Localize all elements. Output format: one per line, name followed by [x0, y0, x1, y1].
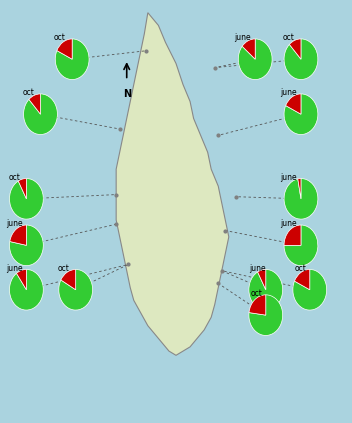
- Text: oct: oct: [8, 173, 20, 182]
- Wedge shape: [10, 269, 43, 310]
- Wedge shape: [242, 39, 255, 59]
- Wedge shape: [284, 94, 318, 135]
- Wedge shape: [298, 179, 301, 199]
- Wedge shape: [249, 295, 283, 335]
- Wedge shape: [286, 94, 301, 114]
- Polygon shape: [116, 13, 229, 355]
- Wedge shape: [10, 225, 43, 266]
- Wedge shape: [293, 269, 327, 310]
- Wedge shape: [284, 225, 318, 266]
- Text: june: june: [280, 220, 297, 228]
- Wedge shape: [55, 39, 89, 80]
- Wedge shape: [24, 94, 57, 135]
- Wedge shape: [18, 179, 26, 199]
- Text: oct: oct: [22, 88, 34, 97]
- Wedge shape: [10, 225, 26, 245]
- Wedge shape: [284, 39, 318, 80]
- Text: june: june: [6, 264, 23, 273]
- Text: june: june: [234, 33, 251, 42]
- Text: oct: oct: [54, 33, 66, 42]
- Text: oct: oct: [57, 264, 69, 273]
- Wedge shape: [29, 94, 40, 114]
- Wedge shape: [284, 225, 301, 245]
- Wedge shape: [284, 179, 318, 219]
- Wedge shape: [17, 269, 26, 290]
- Wedge shape: [249, 295, 266, 315]
- Wedge shape: [59, 269, 93, 310]
- Wedge shape: [57, 39, 72, 59]
- Wedge shape: [61, 269, 76, 290]
- Wedge shape: [258, 269, 266, 290]
- Text: oct: oct: [295, 264, 307, 273]
- Wedge shape: [249, 269, 283, 310]
- Text: oct: oct: [251, 289, 263, 298]
- Text: june: june: [280, 173, 297, 182]
- Wedge shape: [289, 39, 301, 59]
- Text: june: june: [6, 220, 23, 228]
- Text: june: june: [249, 264, 265, 273]
- Wedge shape: [295, 269, 310, 290]
- Wedge shape: [10, 179, 43, 219]
- Text: june: june: [280, 88, 297, 97]
- Text: N: N: [122, 89, 131, 99]
- Text: oct: oct: [283, 33, 295, 42]
- Wedge shape: [238, 39, 272, 80]
